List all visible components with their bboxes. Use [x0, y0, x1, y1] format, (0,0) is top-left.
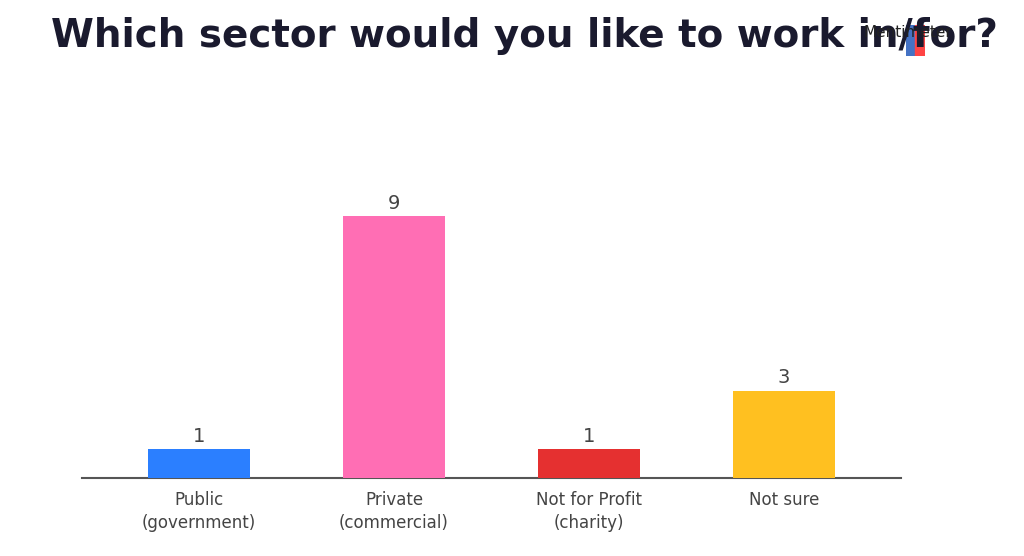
Text: 9: 9	[388, 193, 400, 212]
Bar	[343, 216, 444, 478]
Text: 1: 1	[193, 426, 205, 445]
Text: 3: 3	[778, 368, 791, 388]
Bar	[539, 449, 640, 478]
Bar	[148, 449, 250, 478]
Bar	[906, 25, 915, 56]
Text: Mentimeter: Mentimeter	[863, 25, 952, 40]
Bar	[733, 391, 835, 478]
Text: Which sector would you like to work in/for?: Which sector would you like to work in/f…	[51, 17, 998, 54]
Text: 1: 1	[583, 426, 595, 445]
Bar	[915, 25, 925, 56]
